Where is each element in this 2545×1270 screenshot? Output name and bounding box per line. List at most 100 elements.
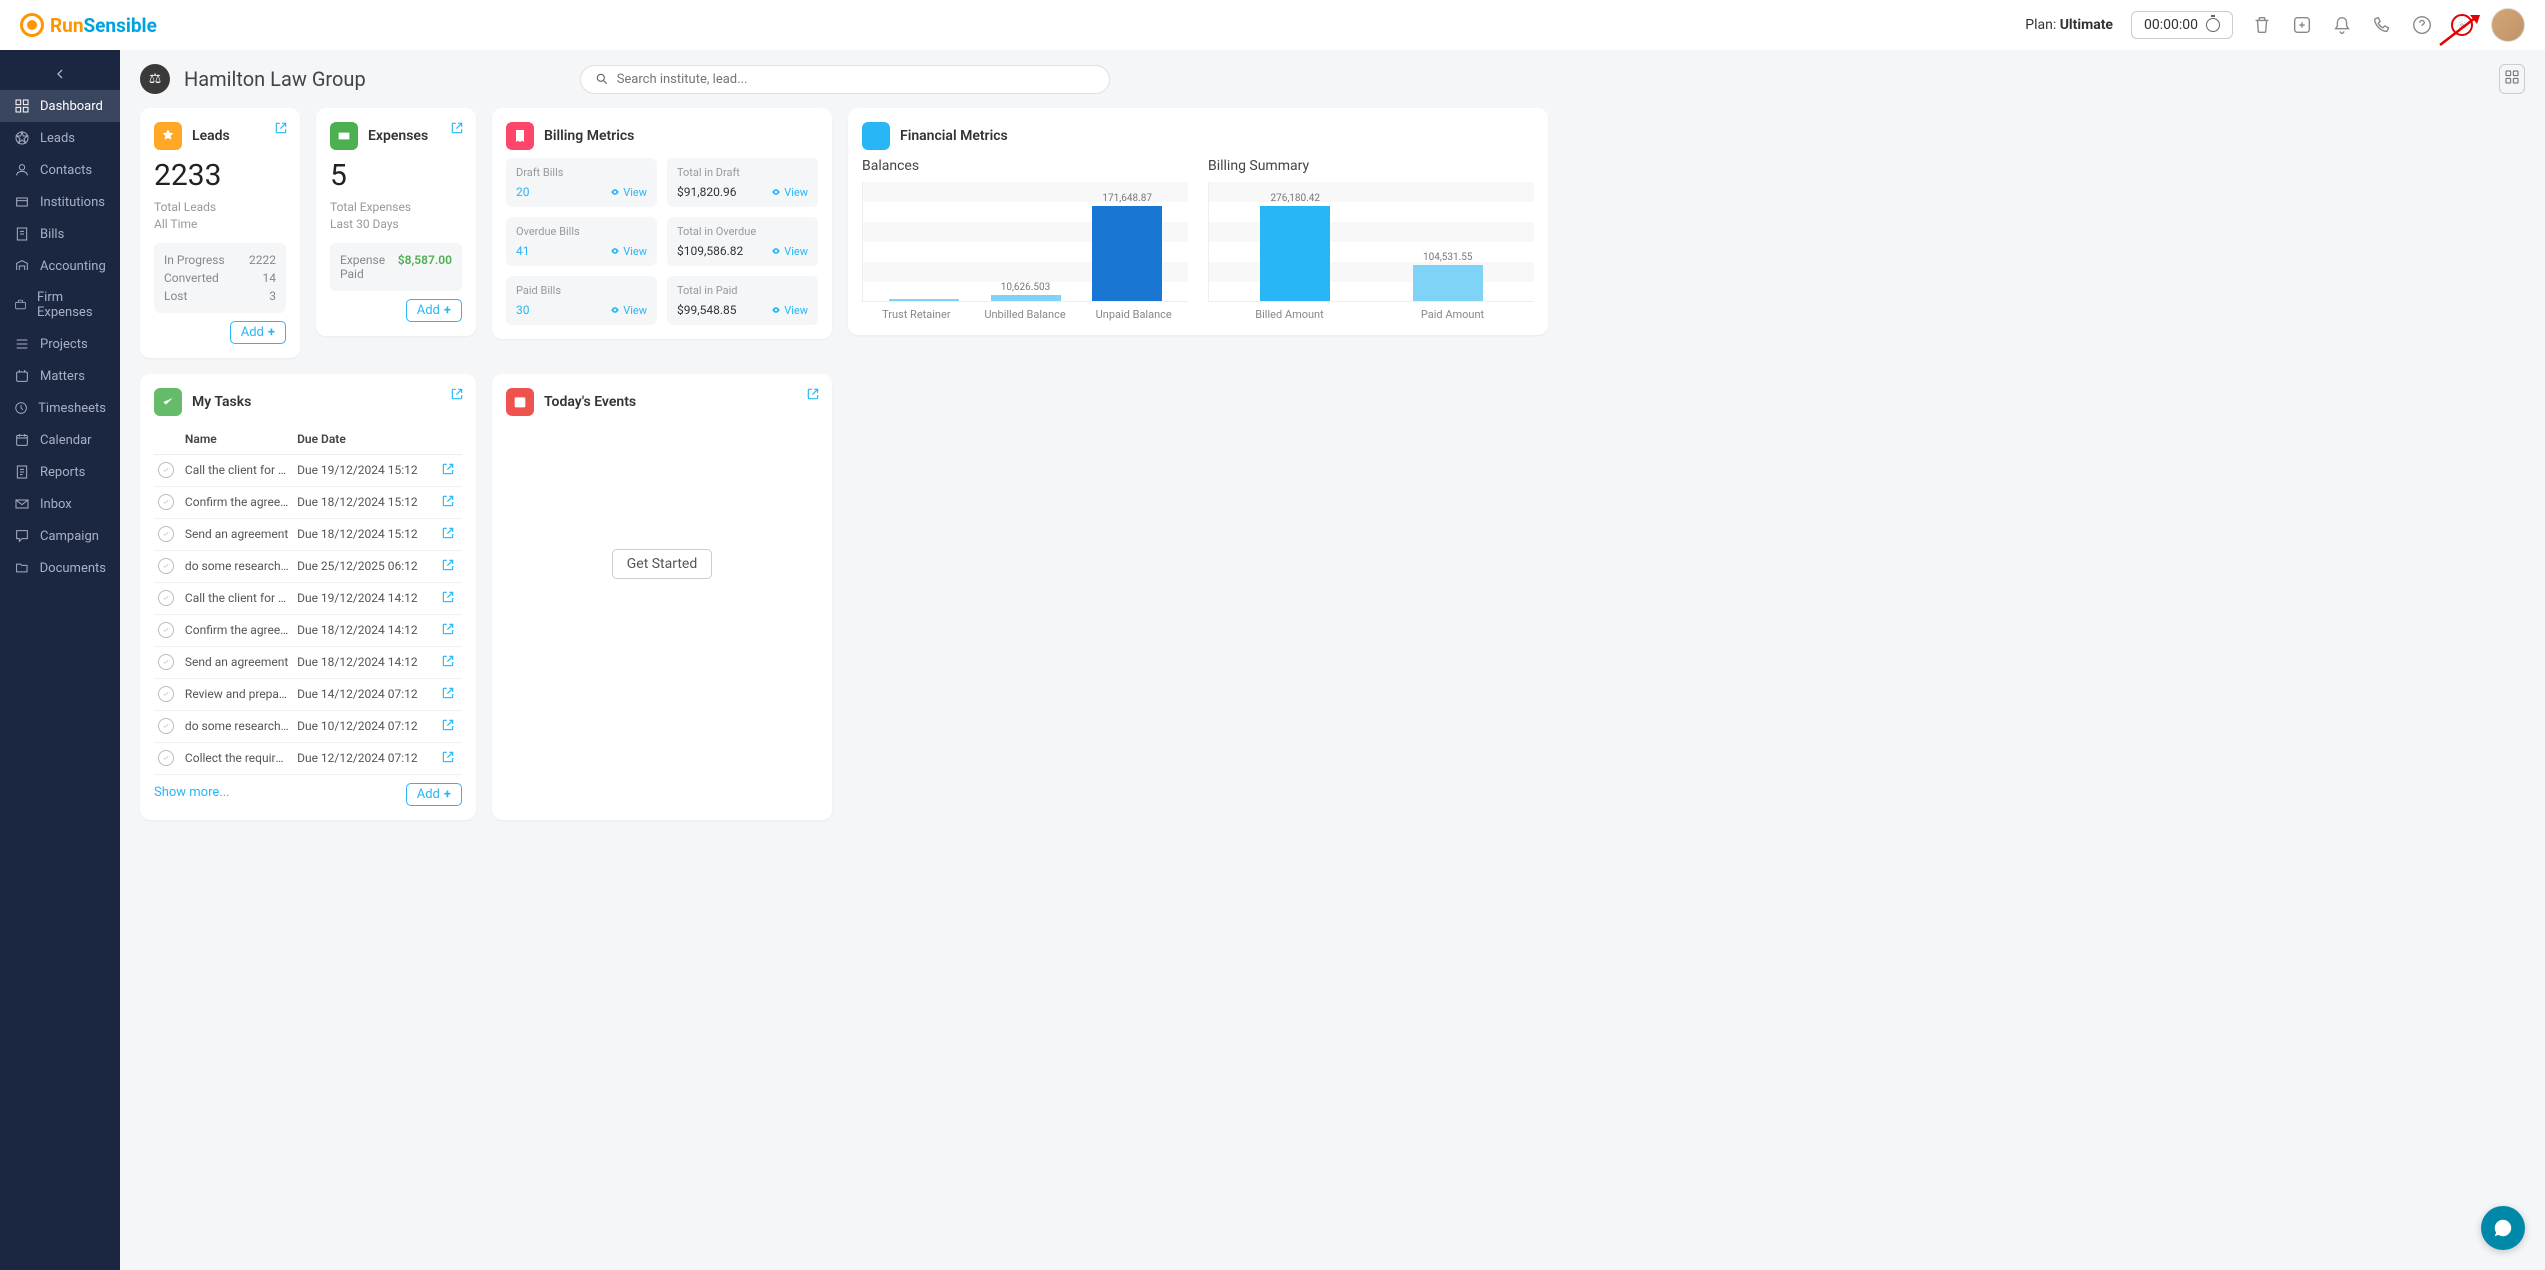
check-icon[interactable]: [158, 526, 174, 542]
tasks-add-button[interactable]: Add +: [406, 783, 462, 806]
row-external-icon[interactable]: [437, 710, 462, 742]
table-row[interactable]: Send an agreementDue 18/12/2024 15:12: [154, 518, 462, 550]
events-external-icon[interactable]: [806, 386, 820, 405]
leads-icon: [154, 122, 182, 150]
table-row[interactable]: Collect the required do...Due 12/12/2024…: [154, 742, 462, 774]
avatar[interactable]: [2491, 8, 2525, 42]
sidebar-item-calendar[interactable]: Calendar: [0, 424, 120, 456]
expenses-external-icon[interactable]: [450, 120, 464, 139]
view-link[interactable]: View: [610, 304, 647, 317]
help-icon[interactable]: [2411, 14, 2433, 36]
check-icon[interactable]: [158, 494, 174, 510]
sidebar: DashboardLeadsContactsInstitutionsBillsA…: [0, 50, 120, 1270]
show-more-link[interactable]: Show more...: [154, 785, 230, 800]
billing-icon: [506, 122, 534, 150]
billing-cell: Overdue Bills41View: [506, 217, 657, 266]
table-row[interactable]: do some researches a...Due 10/12/2024 07…: [154, 710, 462, 742]
chart-bar: 104,531.55: [1372, 182, 1525, 301]
tasks-title: My Tasks: [192, 394, 251, 410]
table-row[interactable]: Confirm the agreement...Due 18/12/2024 1…: [154, 486, 462, 518]
view-link[interactable]: View: [771, 245, 808, 258]
events-card: Today's Events Get Started: [492, 374, 832, 820]
sidebar-item-campaign[interactable]: Campaign: [0, 520, 120, 552]
expenses-card: Expenses 5 Total Expenses Last 30 Days E…: [316, 108, 476, 336]
check-icon[interactable]: [158, 558, 174, 574]
leads-title: Leads: [192, 128, 230, 144]
leads-external-icon[interactable]: [274, 120, 288, 139]
row-external-icon[interactable]: [437, 454, 462, 486]
row-external-icon[interactable]: [437, 646, 462, 678]
plan-label: Plan: Ultimate: [2025, 17, 2113, 33]
financial-metrics-card: Financial Metrics Balances 10,626.503171…: [848, 108, 1548, 335]
bell-icon[interactable]: [2331, 14, 2353, 36]
tasks-external-icon[interactable]: [450, 386, 464, 405]
table-row[interactable]: Send an agreementDue 18/12/2024 14:12: [154, 646, 462, 678]
events-icon: [506, 388, 534, 416]
sidebar-collapse-button[interactable]: [0, 58, 120, 90]
sidebar-item-documents[interactable]: Documents: [0, 552, 120, 584]
sidebar-item-projects[interactable]: Projects: [0, 328, 120, 360]
sidebar-item-institutions[interactable]: Institutions: [0, 186, 120, 218]
check-icon[interactable]: [158, 750, 174, 766]
view-link[interactable]: View: [771, 304, 808, 317]
row-external-icon[interactable]: [437, 582, 462, 614]
view-link[interactable]: View: [610, 186, 647, 199]
row-external-icon[interactable]: [437, 678, 462, 710]
row-external-icon[interactable]: [437, 550, 462, 582]
table-row[interactable]: do some researches a...Due 25/12/2025 06…: [154, 550, 462, 582]
phone-icon[interactable]: [2371, 14, 2393, 36]
leads-sub1: Total Leads: [154, 199, 286, 216]
sidebar-item-matters[interactable]: Matters: [0, 360, 120, 392]
search-input[interactable]: [617, 72, 1095, 87]
customize-dashboard-icon[interactable]: [2499, 64, 2525, 94]
check-icon[interactable]: [158, 462, 174, 478]
check-icon[interactable]: [158, 686, 174, 702]
leads-sub2: All Time: [154, 216, 286, 233]
check-icon[interactable]: [158, 718, 174, 734]
table-row[interactable]: Call the client for the a...Due 19/12/20…: [154, 454, 462, 486]
content-area: ⚖ Hamilton Law Group Leads 2233 Total Le…: [120, 50, 2545, 1270]
row-external-icon[interactable]: [437, 742, 462, 774]
sidebar-item-contacts[interactable]: Contacts: [0, 154, 120, 186]
row-external-icon[interactable]: [437, 614, 462, 646]
chart-bar: [873, 182, 975, 301]
sidebar-item-firm-expenses[interactable]: Firm Expenses: [0, 282, 120, 328]
balances-title: Balances: [862, 158, 1188, 174]
search-box[interactable]: [580, 65, 1110, 94]
add-icon[interactable]: [2291, 14, 2313, 36]
sidebar-item-timesheets[interactable]: Timesheets: [0, 392, 120, 424]
sidebar-item-leads[interactable]: Leads: [0, 122, 120, 154]
table-row[interactable]: Confirm the agreement...Due 18/12/2024 1…: [154, 614, 462, 646]
sidebar-item-inbox[interactable]: Inbox: [0, 488, 120, 520]
trash-icon[interactable]: [2251, 14, 2273, 36]
view-link[interactable]: View: [771, 186, 808, 199]
chart-bar: 171,648.87: [1076, 182, 1178, 301]
sidebar-item-dashboard[interactable]: Dashboard: [0, 90, 120, 122]
leads-add-button[interactable]: Add +: [230, 321, 286, 344]
sidebar-item-reports[interactable]: Reports: [0, 456, 120, 488]
row-external-icon[interactable]: [437, 486, 462, 518]
chat-bubble-icon[interactable]: [2481, 1206, 2525, 1250]
settings-icon[interactable]: [2451, 14, 2473, 36]
billing-cell: Total in Draft$91,820.96View: [667, 158, 818, 207]
expenses-title: Expenses: [368, 128, 428, 144]
check-icon[interactable]: [158, 622, 174, 638]
logo-mark-icon: [20, 13, 44, 37]
check-icon[interactable]: [158, 654, 174, 670]
sidebar-item-bills[interactable]: Bills: [0, 218, 120, 250]
chart-bar: 10,626.503: [975, 182, 1077, 301]
logo[interactable]: RunSensible: [20, 13, 157, 37]
table-row[interactable]: Call the client for the a...Due 19/12/20…: [154, 582, 462, 614]
table-row[interactable]: Review and prepare th...Due 14/12/2024 0…: [154, 678, 462, 710]
view-link[interactable]: View: [610, 245, 647, 258]
expenses-stats: Expense Paid$8,587.00: [330, 243, 462, 291]
expenses-add-button[interactable]: Add +: [406, 299, 462, 322]
get-started-button[interactable]: Get Started: [612, 549, 713, 579]
firm-name: Hamilton Law Group: [184, 67, 366, 91]
billing-cell: Total in Paid$99,548.85View: [667, 276, 818, 325]
check-icon[interactable]: [158, 590, 174, 606]
row-external-icon[interactable]: [437, 518, 462, 550]
financial-icon: [862, 122, 890, 150]
timer[interactable]: 00:00:00: [2131, 11, 2233, 39]
sidebar-item-accounting[interactable]: Accounting: [0, 250, 120, 282]
